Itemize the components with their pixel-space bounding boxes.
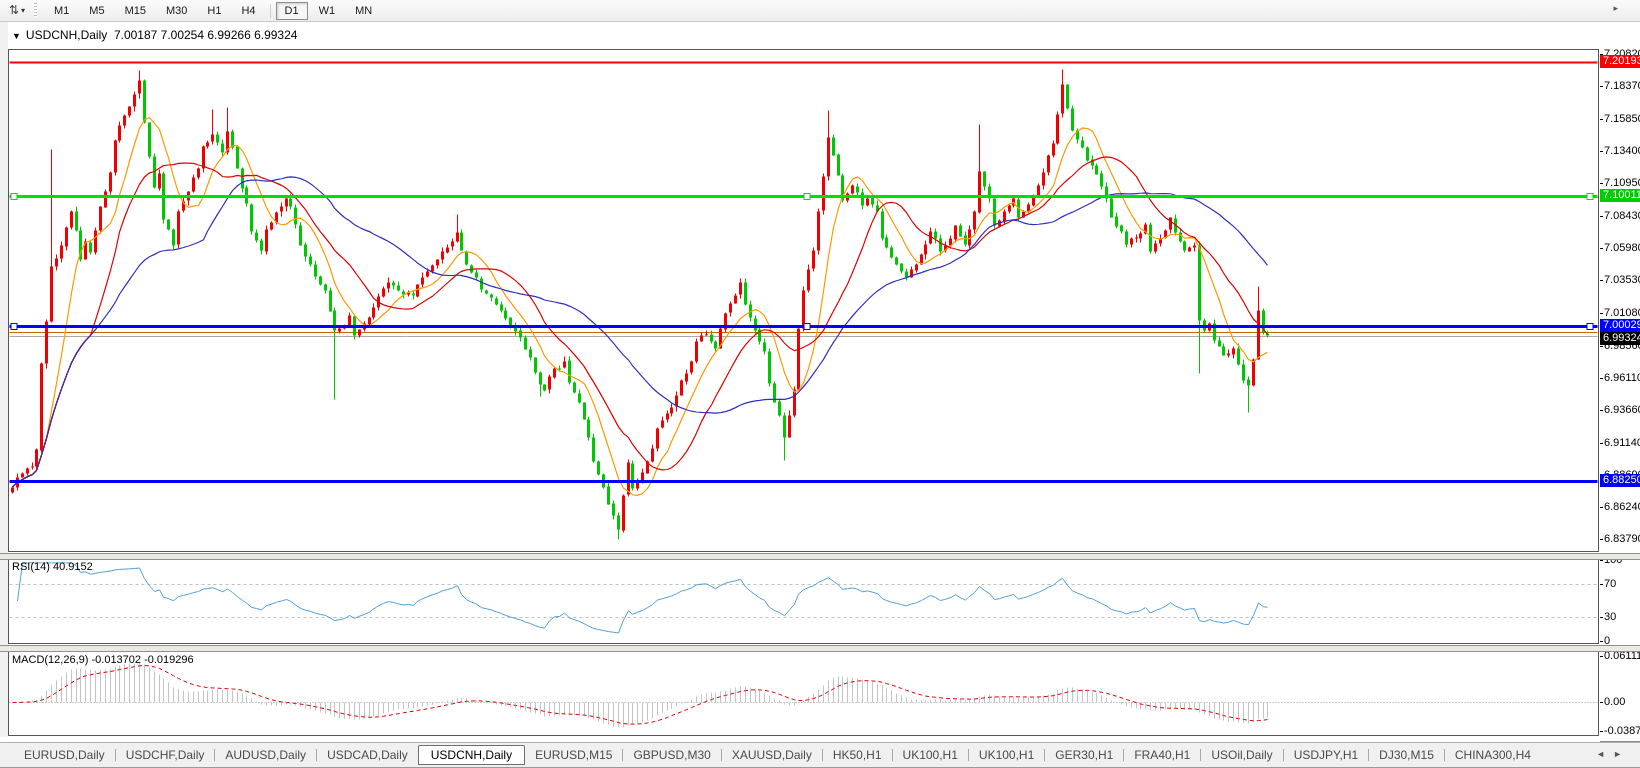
price-axis[interactable]: 7.20820 7.18370 7.15850 7.13400 7.10950 7.084… — [1599, 22, 1640, 741]
rsi-name: RSI(14) — [12, 561, 50, 573]
timeframe-toolbar: ⇅ ▾ M1 M5 M15 M30 H1 H4 D1 W1 MN ▸ — [0, 0, 1640, 22]
tab-usdcnh-daily[interactable]: USDCNH,Daily — [417, 745, 526, 765]
rsi-axis-tick: 30 — [1599, 611, 1617, 623]
chart-window: ▼ USDCNH,Daily 7.00187 7.00254 6.99266 6.… — [0, 22, 1640, 762]
tab-usdcad-daily[interactable]: USDCAD,Daily — [327, 748, 408, 762]
macd-axis-tick: 0.061119 — [1599, 650, 1640, 662]
tab-divider — [891, 749, 893, 761]
arrows-icon: ⇅ — [8, 3, 20, 17]
tab-divider — [1123, 749, 1125, 761]
price-tick: 6.86240 — [1600, 501, 1640, 513]
panel-splitter[interactable] — [0, 645, 1640, 652]
chart-title: ▼ USDCNH,Daily 7.00187 7.00254 6.99266 6.… — [12, 28, 297, 42]
tab-usoil-daily[interactable]: USOil,Daily — [1211, 748, 1273, 762]
main-chart-canvas[interactable] — [8, 49, 1599, 552]
tab-divider — [1443, 749, 1445, 761]
tab-eurusd-daily[interactable]: EURUSD,Daily — [24, 748, 105, 762]
price-tick: 6.91140 — [1600, 437, 1640, 449]
tab-divider — [720, 749, 722, 761]
price-tick: 7.10950 — [1600, 177, 1640, 189]
toolbar-divider — [269, 3, 271, 18]
tab-fra40-h1[interactable]: FRA40,H1 — [1134, 748, 1191, 762]
macd-name: MACD(12,26,9) — [12, 654, 89, 666]
hline-price-label: 6.88250 — [1600, 473, 1640, 487]
price-tick: 7.15850 — [1600, 113, 1640, 125]
tab-divider — [1200, 749, 1202, 761]
hline-price-label: 7.00029 — [1600, 319, 1640, 333]
macd-main-value: -0.013702 — [91, 654, 142, 666]
tab-ger30-h1[interactable]: GER30,H1 — [1055, 748, 1114, 762]
collapse-ohlc-icon[interactable]: ▼ — [12, 31, 21, 41]
chart-left-margin — [0, 22, 8, 741]
macd-signal-value: -0.019296 — [144, 654, 194, 666]
price-tick: 7.13400 — [1600, 145, 1640, 157]
rsi-axis-tick: 70 — [1599, 578, 1617, 590]
tab-hk50-h1[interactable]: HK50,H1 — [832, 748, 882, 762]
tab-usdchf-daily[interactable]: USDCHF,Daily — [125, 748, 205, 762]
price-tick: 7.03530 — [1600, 274, 1640, 286]
price-tick: 7.08430 — [1600, 210, 1640, 222]
toolbar-grip[interactable] — [34, 3, 37, 17]
panel-splitter[interactable] — [0, 553, 1640, 560]
rsi-axis-tick: 0 — [1599, 635, 1611, 647]
timeframe-button-h1[interactable]: H1 — [207, 4, 222, 17]
timeframe-button-d1[interactable]: D1 — [275, 1, 308, 20]
rsi-value: 40.9152 — [52, 561, 93, 573]
chart-tools-icon[interactable]: ⇅ ▾ — [4, 2, 30, 18]
tab-divider — [1044, 749, 1046, 761]
hline-price-label: 7.20193 — [1600, 55, 1640, 69]
timeframe-button-m30[interactable]: M30 — [165, 4, 188, 17]
tab-china300-h4[interactable]: CHINA300,H4 — [1454, 748, 1531, 762]
chart-ohlc-values: 7.00187 7.00254 6.99266 6.99324 — [113, 28, 298, 42]
tab-divider — [1282, 749, 1284, 761]
timeframe-button-h4[interactable]: H4 — [241, 4, 256, 17]
tab-uk100-h1[interactable]: UK100,H1 — [902, 748, 958, 762]
macd-axis-tick: 0.00 — [1599, 696, 1626, 708]
tab-dj30-m15[interactable]: DJ30,M15 — [1379, 748, 1434, 762]
chevron-down-icon: ▾ — [21, 5, 26, 15]
tab-divider — [967, 749, 969, 761]
macd-panel-canvas[interactable] — [8, 651, 1599, 736]
tab-uk100-h1[interactable]: UK100,H1 — [978, 748, 1035, 762]
tab-divider — [1368, 749, 1370, 761]
timeframe-button-m5[interactable]: M5 — [89, 4, 105, 17]
chart-symbol-label: USDCNH,Daily — [25, 28, 108, 42]
hline-price-label: 7.10011 — [1600, 188, 1640, 202]
tab-divider — [622, 749, 624, 761]
tab-divider — [316, 749, 318, 761]
price-tick: 6.83790 — [1600, 533, 1640, 545]
price-tick: 7.01080 — [1600, 307, 1640, 319]
macd-indicator-label: MACD(12,26,9) -0.013702 -0.019296 — [12, 654, 194, 666]
price-tick: 6.96110 — [1600, 372, 1640, 384]
tab-usdjpy-h1[interactable]: USDJPY,H1 — [1293, 748, 1359, 762]
timeframe-buttons: M1 M5 M15 M30 H1 H4 D1 W1 MN — [44, 1, 382, 20]
tab-scroll-arrows[interactable]: ◄► — [1596, 749, 1630, 759]
price-tick: 7.18370 — [1600, 80, 1640, 92]
tab-xauusd-daily[interactable]: XAUUSD,Daily — [731, 748, 812, 762]
tab-divider — [821, 749, 823, 761]
tab-eurusd-m15[interactable]: EURUSD,M15 — [535, 748, 613, 762]
rsi-indicator-label: RSI(14) 40.9152 — [12, 561, 93, 573]
chart-tab-bar: EURUSD,Daily USDCHF,Daily AUDUSD,Daily USDC… — [0, 742, 1640, 768]
tab-divider — [114, 749, 116, 761]
price-tick: 6.93660 — [1600, 404, 1640, 416]
tab-gbpusd-m30[interactable]: GBPUSD,M30 — [633, 748, 711, 762]
tab-divider — [214, 749, 216, 761]
tab-audusd-daily[interactable]: AUDUSD,Daily — [225, 748, 307, 762]
timeframe-button-mn[interactable]: MN — [355, 4, 373, 17]
timeframe-button-w1[interactable]: W1 — [318, 4, 336, 17]
timeframe-button-m15[interactable]: M15 — [124, 4, 146, 17]
rsi-panel-canvas[interactable] — [8, 558, 1599, 644]
toolbar-overflow-icon[interactable]: ▸ — [1613, 3, 1618, 13]
current-price-label: 6.99324 — [1600, 332, 1640, 346]
timeframe-button-m1[interactable]: M1 — [54, 4, 70, 17]
price-tick: 7.05980 — [1600, 242, 1640, 254]
